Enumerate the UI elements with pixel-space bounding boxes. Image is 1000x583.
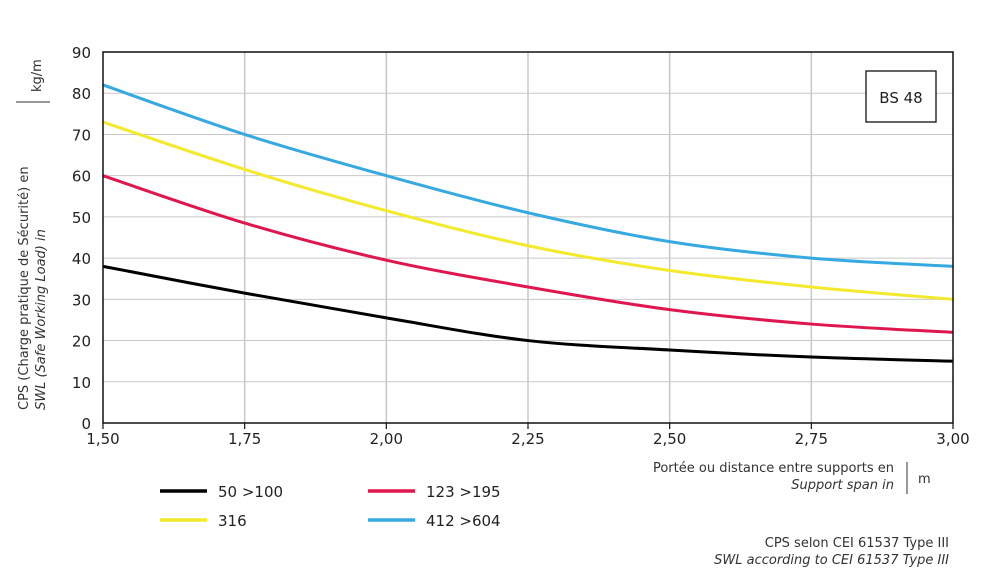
footnote-line1: CPS selon CEI 61537 Type III bbox=[765, 536, 949, 551]
y-tick-label: 0 bbox=[81, 415, 91, 433]
legend-label: 123 >195 bbox=[426, 483, 501, 501]
x-tick-label: 2,75 bbox=[795, 430, 828, 448]
series-line-2 bbox=[102, 120, 954, 301]
legend-label: 316 bbox=[218, 512, 247, 530]
legend: 50 >100 123 >195 316 412 >604 bbox=[160, 483, 501, 530]
footnote-line2: SWL according to CEI 61537 Type III bbox=[714, 553, 949, 568]
legend-label: 412 >604 bbox=[426, 512, 501, 530]
grid bbox=[103, 52, 953, 423]
x-tick-label: 2,50 bbox=[653, 430, 686, 448]
y-tick-label: 30 bbox=[72, 291, 91, 309]
y-label-line2: SWL (Safe Working Load) in bbox=[34, 229, 49, 410]
footnote: CPS selon CEI 61537 Type III SWL accordi… bbox=[714, 536, 949, 568]
y-tick-label: 90 bbox=[72, 44, 91, 62]
x-axis-label: Portée ou distance entre supports en Sup… bbox=[653, 461, 931, 494]
y-axis-label: CPS (Charge pratique de Sécurité) en SWL… bbox=[16, 59, 50, 410]
x-axis-ticks: 1,50 1,75 2,00 2,25 2,50 2,75 3,00 bbox=[86, 423, 970, 448]
y-tick-label: 50 bbox=[72, 209, 91, 227]
x-tick-label: 2,00 bbox=[370, 430, 403, 448]
series-line-3 bbox=[102, 83, 954, 268]
y-label-line1: CPS (Charge pratique de Sécurité) en bbox=[17, 166, 32, 410]
y-tick-label: 60 bbox=[72, 168, 91, 186]
x-label-unit: m bbox=[918, 472, 931, 487]
series-line-0 bbox=[102, 264, 954, 363]
badge: BS 48 bbox=[865, 70, 937, 123]
y-tick-label: 10 bbox=[72, 374, 91, 392]
badge-text: BS 48 bbox=[879, 89, 922, 107]
x-tick-label: 1,75 bbox=[228, 430, 261, 448]
y-tick-label: 70 bbox=[72, 126, 91, 144]
x-tick-label: 1,50 bbox=[86, 430, 119, 448]
y-label-unit: kg/m bbox=[30, 59, 45, 92]
series-line-1 bbox=[102, 174, 954, 334]
legend-label: 50 >100 bbox=[218, 483, 283, 501]
x-label-line1: Portée ou distance entre supports en bbox=[653, 461, 894, 476]
y-tick-label: 20 bbox=[72, 333, 91, 351]
y-tick-label: 80 bbox=[72, 85, 91, 103]
y-tick-label: 40 bbox=[72, 250, 91, 268]
series-lines bbox=[102, 83, 954, 363]
x-tick-label: 2,25 bbox=[511, 430, 544, 448]
y-axis-ticks: 0 10 20 30 40 50 60 70 80 90 bbox=[72, 44, 91, 433]
x-tick-label: 3,00 bbox=[936, 430, 969, 448]
x-label-line2: Support span in bbox=[791, 478, 894, 493]
